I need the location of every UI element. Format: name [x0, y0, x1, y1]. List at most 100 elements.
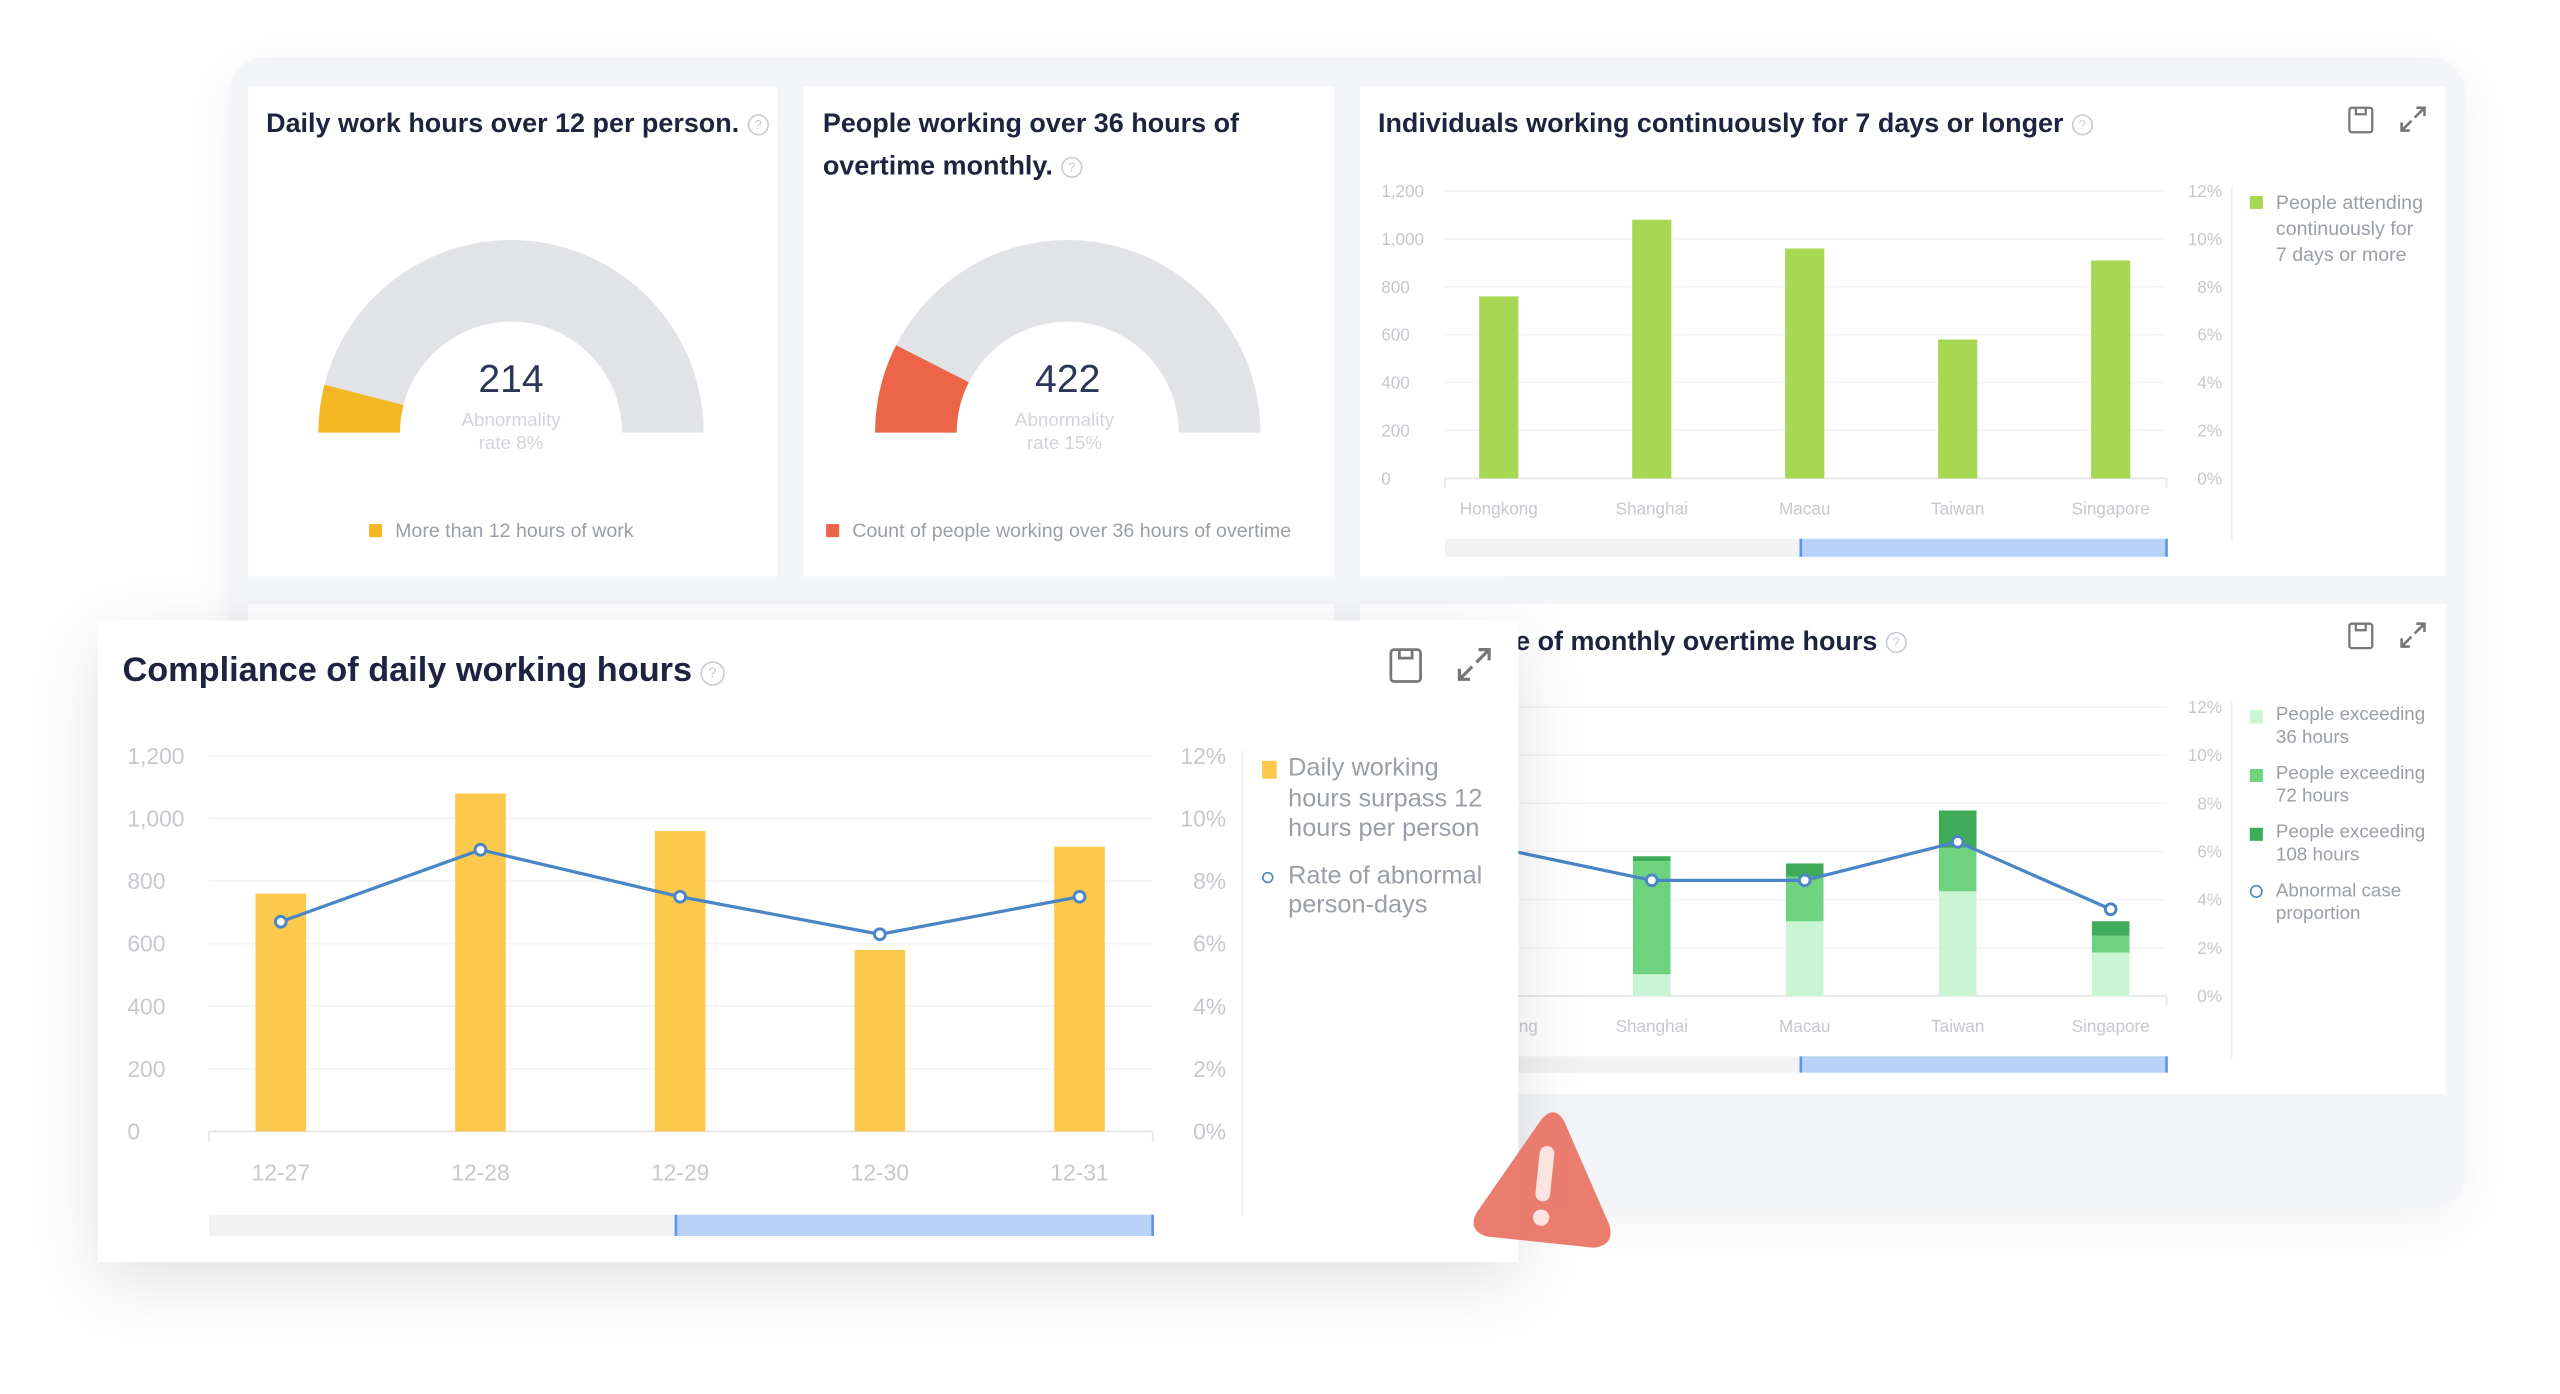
- x-tick-label: 12-31: [1050, 1159, 1108, 1185]
- y-tick-label: 600: [1381, 325, 1410, 345]
- help-icon[interactable]: ?: [1061, 156, 1083, 178]
- line-point: [2103, 902, 2118, 917]
- bar: [1938, 847, 1977, 892]
- gauge-track: [318, 239, 704, 433]
- y2-tick-label: 6%: [2197, 325, 2222, 345]
- legend-item[interactable]: People exceeding 72 hours: [2249, 762, 2446, 808]
- bar: [854, 949, 906, 1132]
- chart-legend: Daily working hours surpass 12 hours per…: [1262, 754, 1491, 934]
- x-tick-label: 12-30: [851, 1159, 909, 1185]
- card-title: Daily work hours over 12 per person.?: [266, 103, 769, 145]
- gauge-value: 214: [478, 357, 544, 402]
- legend-item[interactable]: Rate of abnormal person-days: [1262, 861, 1491, 921]
- title-text: Daily work hours over 12 per person.: [266, 109, 740, 139]
- y-tick-label: 400: [127, 993, 165, 1019]
- line-point: [1797, 873, 1812, 888]
- expand-icon[interactable]: [1453, 643, 1495, 685]
- y-tick-label: 400: [1381, 373, 1410, 393]
- y2-tick-label: 12%: [1180, 743, 1226, 769]
- line-point: [1072, 889, 1087, 904]
- x-tick-label: 12-29: [651, 1159, 709, 1185]
- x-tick-label: Macau: [1779, 1016, 1830, 1036]
- y-tick-label: 1,000: [1381, 229, 1424, 249]
- chart-continuous: 0 0% 200 2% 400 4% 600 6% 800 8% 1,000 10% 1,200 12% H…: [1381, 181, 2233, 557]
- save-icon[interactable]: [1384, 643, 1426, 685]
- bar: [1054, 846, 1105, 1132]
- bar: [255, 893, 307, 1132]
- legend-swatch: [2249, 768, 2263, 783]
- y2-tick-label: 4%: [1193, 993, 1226, 1019]
- y2-tick-label: 0%: [2197, 468, 2222, 488]
- line-point: [872, 927, 887, 942]
- title-text: Individuals working continuously for 7 d…: [1377, 109, 2064, 139]
- x-tick-label: 12-27: [252, 1159, 310, 1185]
- y2-tick-label: 6%: [2197, 841, 2222, 861]
- zoom-slider-window[interactable]: [1800, 1056, 2167, 1073]
- y2-tick-label: 0%: [1193, 1118, 1226, 1144]
- help-icon[interactable]: ?: [747, 114, 769, 136]
- legend-item[interactable]: Count of people working over 36 hours of…: [826, 518, 1291, 544]
- x-tick-label: Macau: [1779, 498, 1830, 518]
- chart-compliance: 0 0% 200 2% 400 4% 600 6% 800 8% 1,000 10% 1,200 12% 1…: [127, 743, 1244, 1236]
- expand-icon[interactable]: [2397, 103, 2430, 136]
- legend-item[interactable]: More than 12 hours of work: [368, 518, 634, 544]
- legend-item[interactable]: Abnormal case proportion: [2249, 880, 2446, 926]
- gauge-caption-2: rate 8%: [478, 434, 544, 454]
- expand-icon[interactable]: [2397, 619, 2430, 652]
- legend-label: More than 12 hours of work: [395, 519, 634, 543]
- legend-swatch: [2249, 827, 2263, 841]
- y2-tick-label: 12%: [2188, 181, 2222, 201]
- legend-item[interactable]: People exceeding 36 hours: [2249, 704, 2446, 750]
- bar: [1632, 219, 1672, 479]
- legend-item[interactable]: People exceeding 108 hours: [2249, 821, 2446, 867]
- y2-tick-label: 8%: [2197, 793, 2222, 813]
- title-text: Compliance of daily working hours: [122, 651, 693, 689]
- bar: [1938, 891, 1977, 996]
- card-monthly-overtime: e of monthly overtime hours? 0% 2% 4% 6% 8% 1…: [1359, 604, 2446, 1094]
- title-line-1: People working over 36 hours of: [822, 109, 1240, 139]
- x-tick-label: 12-28: [451, 1159, 509, 1185]
- legend-item[interactable]: People attending continuously for 7 days…: [2249, 189, 2430, 267]
- line-point: [273, 914, 288, 929]
- x-tick-label: Singapore: [2072, 498, 2150, 518]
- legend-swatch: [826, 524, 840, 538]
- y-tick-label: 1,000: [127, 806, 184, 832]
- save-icon[interactable]: [2344, 103, 2377, 136]
- zoom-slider-window[interactable]: [675, 1214, 1153, 1236]
- y-tick-label: 800: [127, 868, 165, 894]
- gauge-daily-over-12: [318, 239, 704, 433]
- bar: [1785, 921, 1824, 996]
- legend-swatch: [2249, 195, 2263, 209]
- y2-tick-label: 2%: [1193, 1056, 1226, 1082]
- x-tick-label: Singapore: [2072, 1016, 2150, 1036]
- bar: [1785, 863, 1824, 877]
- help-icon[interactable]: ?: [1885, 631, 1907, 654]
- legend-label: People attending continuously for 7 days…: [2275, 191, 2423, 267]
- x-tick-label: Taiwan: [1931, 1016, 1984, 1036]
- card-title: e of monthly overtime hours?: [1515, 620, 1907, 662]
- chart-legend: People exceeding 36 hours People exceedi…: [2249, 704, 2446, 939]
- legend-item[interactable]: Daily working hours surpass 12 hours per…: [1262, 754, 1491, 845]
- bar: [1785, 248, 1825, 479]
- card-overtime-36: People working over 36 hours of overtime …: [803, 86, 1334, 577]
- card-continuous-7days: Individuals working continuously for 7 d…: [1359, 86, 2446, 577]
- y-tick-label: 600: [127, 931, 165, 957]
- zoom-slider-window[interactable]: [1800, 538, 2167, 557]
- help-icon[interactable]: ?: [2071, 114, 2093, 136]
- legend-swatch: [368, 524, 383, 538]
- save-icon[interactable]: [2344, 619, 2377, 652]
- line-point: [673, 889, 688, 904]
- line-series: [1444, 835, 2112, 911]
- warning-icon: [1473, 1112, 1611, 1248]
- legend-label: Daily working hours surpass 12 hours per…: [1288, 754, 1483, 843]
- gauge-caption-2: rate 15%: [1026, 434, 1103, 454]
- legend-marker: [1262, 871, 1274, 883]
- y2-tick-label: 2%: [2197, 420, 2222, 440]
- legend-label: Count of people working over 36 hours of…: [852, 519, 1292, 543]
- y2-tick-label: 4%: [2197, 373, 2222, 393]
- y2-tick-label: 8%: [1193, 868, 1226, 894]
- help-icon[interactable]: ?: [700, 661, 725, 686]
- y-tick-label: 200: [127, 1056, 165, 1082]
- bar: [654, 831, 706, 1132]
